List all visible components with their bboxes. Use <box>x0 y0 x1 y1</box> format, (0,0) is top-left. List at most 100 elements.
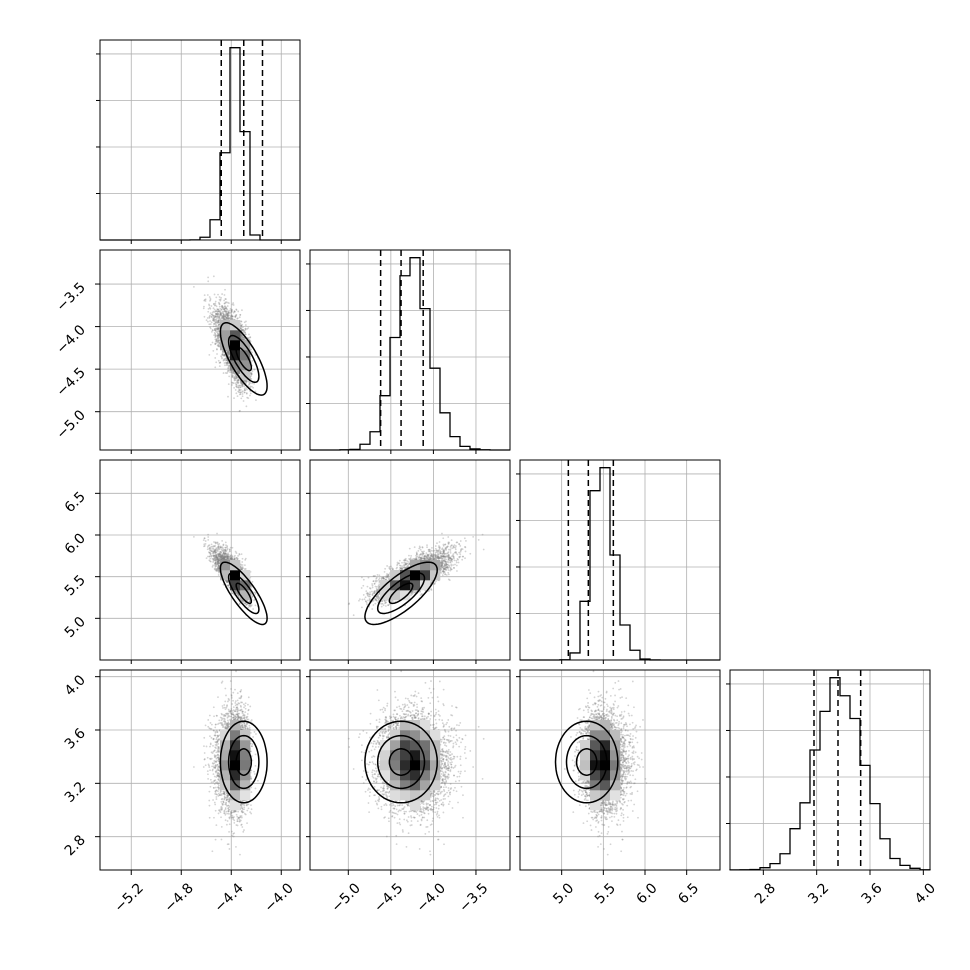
density-cell <box>380 740 391 751</box>
contour-line <box>235 582 253 605</box>
density-cell <box>240 360 251 371</box>
density-cell <box>240 350 251 361</box>
x-tick-label: 5.5 <box>592 880 619 907</box>
density-cell <box>240 760 251 771</box>
density-cell <box>400 740 411 751</box>
density-cell <box>380 590 391 601</box>
x-tick-label: 3.6 <box>859 880 886 907</box>
contour-line <box>364 561 438 626</box>
density-cell <box>610 790 621 801</box>
contour-line <box>364 720 438 804</box>
x-tick-label: 4.0 <box>912 880 939 907</box>
density-cell <box>420 780 431 791</box>
density-cell <box>580 740 591 751</box>
density-cell <box>230 340 241 351</box>
density-cell <box>590 720 601 731</box>
density-cell <box>400 720 411 731</box>
contour-line <box>565 734 608 790</box>
density-cell <box>400 570 411 581</box>
density-cell <box>400 760 411 771</box>
density-cell <box>390 740 401 751</box>
density-cell <box>380 770 391 781</box>
contour-line <box>235 748 253 776</box>
density-cell <box>400 770 411 781</box>
density-cell <box>610 730 621 741</box>
y-tick-label: −4.5 <box>53 365 88 400</box>
density-cell <box>410 570 421 581</box>
contour-line <box>227 734 260 790</box>
density-cell <box>390 790 401 801</box>
density-cell <box>220 320 231 331</box>
contour-line <box>388 582 414 605</box>
panel-frame <box>519 459 721 661</box>
density-cell <box>580 750 591 761</box>
density-cell <box>230 330 241 341</box>
density-cell <box>420 790 431 801</box>
panel-hist-0 <box>96 39 301 241</box>
histogram-step-1 <box>310 257 510 451</box>
y-tick-label: −5.0 <box>53 407 88 442</box>
x-tick-label: 5.0 <box>550 880 577 907</box>
x-tick-label: 6.0 <box>634 880 661 907</box>
density-cell <box>590 740 601 751</box>
density-cell <box>600 780 611 791</box>
density-cell <box>420 570 431 581</box>
density-cell <box>230 570 241 581</box>
density-cell <box>410 580 421 591</box>
y-axis-3: 2.8 3.2 3.6 4.0 <box>62 672 520 859</box>
density-cell <box>230 790 241 801</box>
contour-line <box>235 346 253 372</box>
y-tick-label: 5.0 <box>62 614 89 641</box>
density-cell <box>420 580 431 591</box>
density-cell <box>430 780 441 791</box>
y-tick-label: 4.0 <box>62 672 89 699</box>
density-cell <box>420 760 431 771</box>
density-cell <box>240 740 251 751</box>
density-cell <box>420 720 431 731</box>
contour-line <box>219 561 268 626</box>
density-cell <box>410 730 421 741</box>
density-cell <box>390 770 401 781</box>
density-cell <box>380 750 391 761</box>
panel-2d-3-2 <box>519 669 721 871</box>
density-cell <box>600 720 611 731</box>
panel-2d-1-0 <box>99 249 301 451</box>
y-tick-label: 6.5 <box>62 489 89 516</box>
density-cell <box>400 730 411 741</box>
x-tick-label: −4.0 <box>414 880 449 915</box>
density-cell <box>410 770 421 781</box>
panel-hist-2 <box>516 459 721 661</box>
density-cell <box>600 750 611 761</box>
density-cell <box>240 580 251 591</box>
y-tick-label: 3.6 <box>62 725 89 752</box>
density-cell <box>600 730 611 741</box>
density-cell <box>390 730 401 741</box>
density-cell <box>220 750 231 761</box>
panel-hist-1 <box>306 249 511 451</box>
x-axis-3: 2.8 3.2 3.6 4.0 <box>752 870 939 907</box>
density-cell <box>220 570 231 581</box>
density-cell <box>400 780 411 791</box>
histogram-step-0 <box>100 47 300 241</box>
density-cell <box>610 770 621 781</box>
y-tick-label: 3.2 <box>62 779 89 806</box>
panel-frame <box>99 249 301 451</box>
density-cell <box>430 740 441 751</box>
x-axis-1: −5.0 −4.5 −4.0 −3.5 <box>329 450 492 916</box>
x-tick-label: −5.0 <box>329 880 364 915</box>
density-cell <box>590 770 601 781</box>
x-tick-label: −4.4 <box>212 880 247 915</box>
density-cell <box>400 790 411 801</box>
contour-line <box>219 720 268 804</box>
contour-line <box>227 334 260 384</box>
density-cell <box>590 760 601 771</box>
panel-frame <box>99 669 301 871</box>
x-tick-label: −4.8 <box>162 880 197 915</box>
panel-frame <box>99 39 301 241</box>
density-cell <box>410 740 421 751</box>
density-cell <box>230 360 241 371</box>
panel-frame <box>309 459 511 661</box>
histogram-step-3 <box>729 677 931 871</box>
panel-2d-2-1 <box>309 459 511 661</box>
